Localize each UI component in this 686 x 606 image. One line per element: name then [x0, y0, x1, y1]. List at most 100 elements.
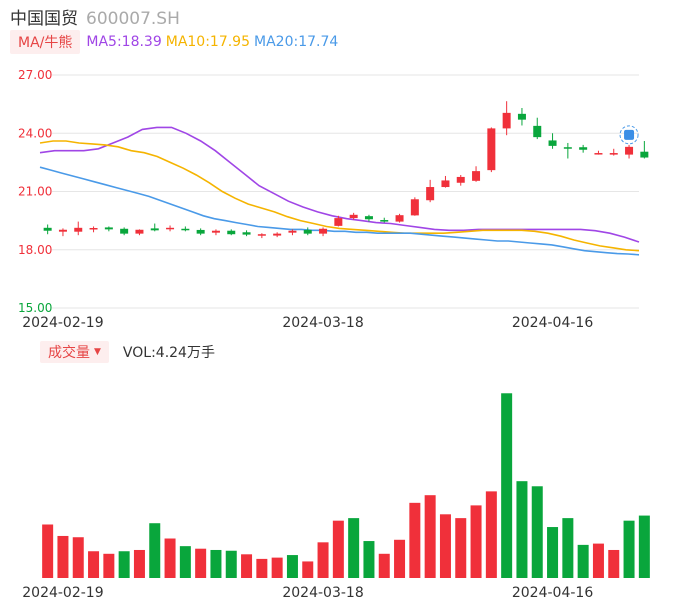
candle-body [319, 228, 328, 234]
candle-body [181, 228, 190, 231]
candle-body [533, 125, 542, 138]
volume-bar [195, 548, 207, 578]
volume-bar [623, 520, 635, 578]
volume-bar [332, 520, 344, 578]
volume-legend: 成交量 ▼ VOL:4.24万手 [40, 341, 215, 363]
candle-body [288, 230, 297, 233]
ma20-legend: MA20:17.74 [254, 34, 339, 50]
ma5-line [39, 126, 640, 243]
candle-body [517, 113, 526, 120]
candle [89, 226, 98, 233]
candle [257, 233, 266, 239]
candle-body [43, 227, 52, 231]
volume-bar [363, 541, 375, 578]
candle [349, 212, 358, 220]
candle-body [426, 187, 435, 201]
volume-bar [455, 518, 467, 578]
volume-date-label: 2024-04-16 [512, 585, 593, 601]
candle [227, 229, 236, 236]
candle-body [334, 218, 343, 226]
candle [426, 179, 435, 203]
candle [640, 141, 649, 159]
volume-bar [470, 505, 482, 578]
candle-body [89, 228, 98, 230]
candle [533, 117, 542, 140]
stock-header: 中国国贸 600007.SH [10, 4, 180, 29]
price-date-label: 2024-03-18 [282, 315, 363, 331]
candle [273, 232, 282, 238]
candle [120, 227, 129, 236]
volume-value: VOL:4.24万手 [122, 345, 215, 361]
candle-body [242, 232, 251, 235]
ma10-legend: MA10:17.95 [165, 34, 251, 50]
candle-body [120, 228, 129, 234]
price-tick-label: 15.00 [18, 301, 52, 315]
candle-body [410, 199, 419, 216]
volume-bar [103, 553, 115, 578]
candle [502, 101, 511, 136]
volume-bar [149, 523, 161, 578]
price-date-label: 2024-04-16 [512, 315, 593, 331]
candle-body [472, 171, 481, 181]
candle [319, 227, 328, 237]
candle [563, 142, 572, 159]
volume-bar [118, 551, 130, 578]
volume-bar [225, 550, 237, 578]
candle [181, 226, 190, 232]
candle-body [487, 128, 496, 171]
volume-bar [378, 553, 390, 578]
candle-body [625, 146, 634, 155]
volume-toggle-label: 成交量 [48, 345, 90, 361]
candle-body [502, 112, 511, 129]
candle-body [349, 214, 358, 219]
candle-body [609, 153, 618, 155]
volume-bar [210, 549, 222, 578]
candle [135, 229, 144, 236]
candle-body [395, 215, 404, 222]
volume-bar [302, 561, 314, 578]
marker-core [624, 129, 635, 140]
price-tick-label: 21.00 [18, 185, 52, 199]
volume-bar [256, 558, 268, 578]
candle [579, 144, 588, 153]
stock-code: 600007.SH [86, 9, 180, 29]
candle-body [257, 234, 266, 236]
volume-bar [409, 502, 421, 578]
marker-ring [619, 125, 639, 145]
volume-toggle-button[interactable]: 成交量 ▼ [40, 341, 109, 363]
ma-toggle-button[interactable]: MA/牛熊 [10, 30, 81, 54]
candle-body [594, 153, 603, 155]
candle [334, 215, 343, 227]
volume-bar [317, 542, 329, 578]
price-tick-label: 27.00 [18, 68, 52, 82]
ma-legend: MA/牛熊 MA5:18.39 MA10:17.95 MA20:17.74 [10, 30, 342, 54]
candle [288, 229, 297, 236]
candle [196, 228, 205, 236]
volume-bar [348, 518, 360, 578]
candle-body [441, 180, 450, 188]
candle [150, 223, 159, 232]
volume-bar [394, 539, 406, 578]
candle [74, 221, 83, 236]
candle [242, 230, 251, 237]
candle [410, 197, 419, 216]
candle [211, 229, 220, 236]
price-tick-label: 18.00 [18, 243, 52, 257]
candle-body [135, 229, 144, 234]
candle-body [548, 140, 557, 146]
candle-body [640, 151, 649, 158]
candle-body [579, 147, 588, 150]
volume-bar [531, 486, 543, 578]
volume-bar [72, 537, 84, 578]
candle-body [364, 216, 373, 220]
volume-bar [57, 535, 69, 578]
volume-bar [424, 495, 436, 578]
volume-bar [577, 544, 589, 578]
candle-body [196, 229, 205, 234]
volume-bar [608, 549, 620, 578]
volume-bar [88, 551, 100, 578]
volume-bar [547, 527, 559, 578]
ma20-line [39, 166, 640, 256]
ma5-legend: MA5:18.39 [86, 34, 162, 50]
